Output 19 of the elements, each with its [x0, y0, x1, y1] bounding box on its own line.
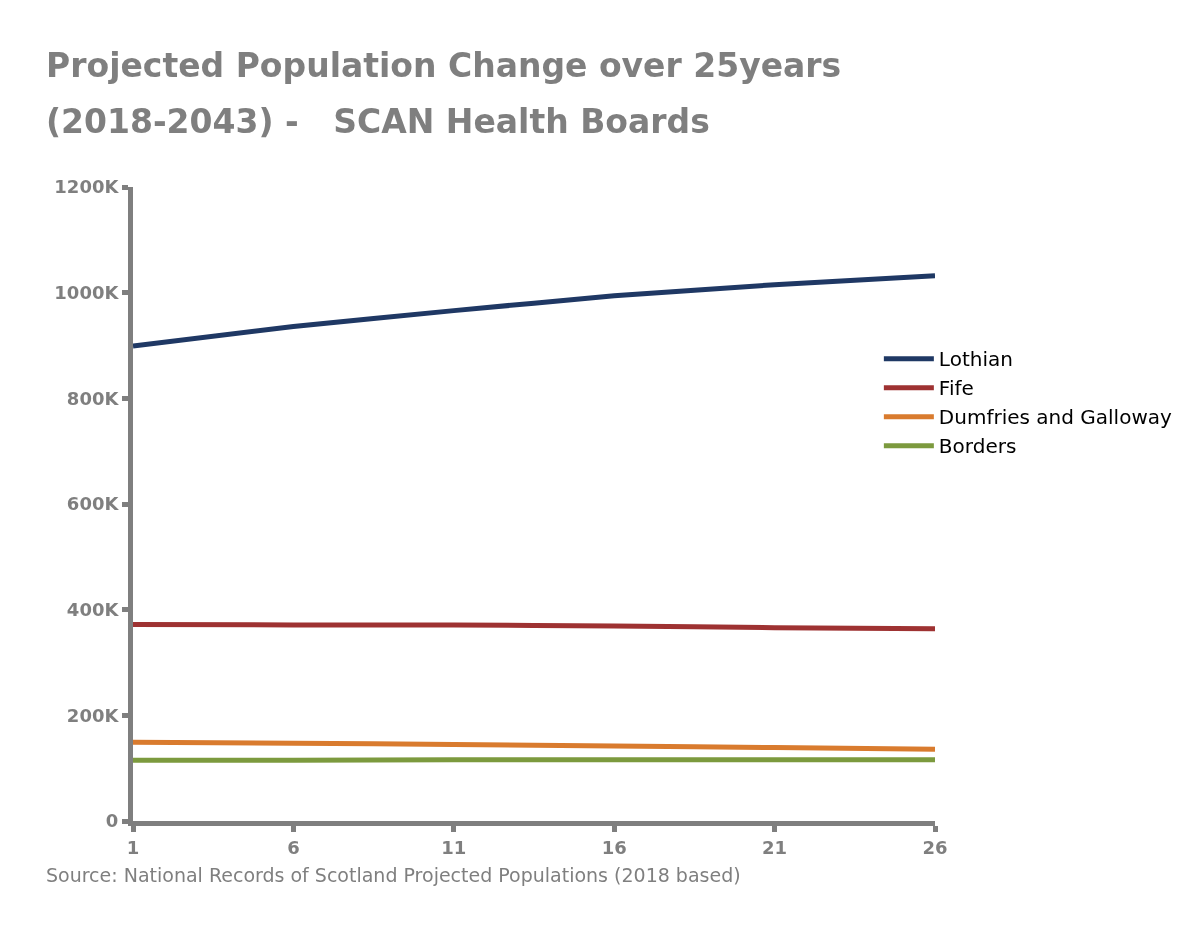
- chart-title: Projected Population Change over 25years (2018-2043) - SCAN Health Boards: [46, 45, 843, 143]
- legend-label: Dumfries and Galloway: [938, 405, 1173, 430]
- y-tick-label: 400K: [66, 598, 120, 620]
- x-tick-label: 16: [601, 836, 627, 858]
- legend-label: Borders: [938, 434, 1017, 459]
- x-tick-label: 6: [287, 836, 300, 858]
- legend-label: Fife: [938, 376, 974, 401]
- x-tick-label: 1: [126, 836, 140, 858]
- y-tick-label: 600K: [66, 493, 120, 515]
- y-tick-label: 1000K: [54, 281, 120, 303]
- y-tick-label: 800K: [66, 387, 120, 409]
- source-note: Source: National Records of Scotland Projected Populations (2018 based): [46, 864, 741, 886]
- y-tick-label: 0: [105, 810, 119, 832]
- x-tick-label: 11: [441, 836, 467, 858]
- x-tick-label: 21: [762, 836, 788, 858]
- y-tick-label: 1200K: [54, 176, 120, 198]
- legend-label: Lothian: [938, 347, 1013, 372]
- x-tick-label: 26: [922, 836, 948, 858]
- y-tick-label: 200K: [66, 704, 120, 726]
